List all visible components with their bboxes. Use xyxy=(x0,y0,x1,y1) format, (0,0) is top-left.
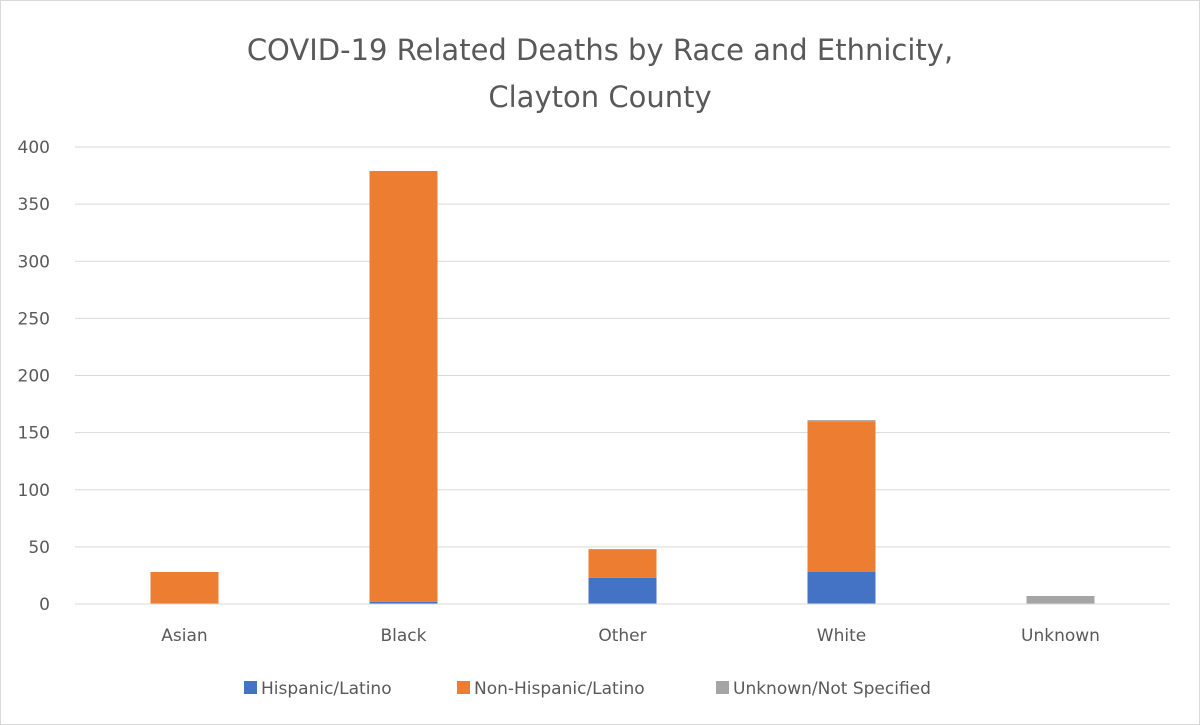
bars xyxy=(150,170,1095,604)
bar-unknown-unknown-not-specified xyxy=(1026,596,1095,604)
y-tick-label: 50 xyxy=(28,538,50,558)
x-category-label: Other xyxy=(598,626,646,646)
x-category-label: Unknown xyxy=(1021,626,1100,646)
bar-white-hispanic-latino xyxy=(807,572,876,604)
legend-swatch xyxy=(457,681,470,694)
legend-label: Non-Hispanic/Latino xyxy=(474,679,645,699)
legend-swatch xyxy=(244,681,257,694)
legend-label: Unknown/Not Specified xyxy=(733,679,931,699)
x-category-label: Asian xyxy=(161,626,207,646)
y-tick-label: 0 xyxy=(39,595,50,615)
gridlines xyxy=(75,146,1170,548)
y-tick-label: 400 xyxy=(18,138,50,158)
y-tick-label: 200 xyxy=(18,367,50,387)
bar-black-hispanic-latino xyxy=(369,601,438,604)
y-tick-label: 150 xyxy=(18,424,50,444)
bar-white-unknown-not-specified xyxy=(807,420,876,422)
x-axis-category-labels: Asian Black Other White Unknown xyxy=(161,626,1100,646)
chart-title-line-2: Clayton County xyxy=(488,80,711,114)
bar-black-non-hispanic-latino xyxy=(369,170,438,602)
y-tick-label: 100 xyxy=(18,481,50,501)
x-category-label: Black xyxy=(381,626,427,646)
y-tick-label: 350 xyxy=(18,195,50,215)
y-tick-label: 300 xyxy=(18,252,50,272)
bar-other-non-hispanic-latino xyxy=(588,549,657,578)
legend-label: Hispanic/Latino xyxy=(261,679,392,699)
x-category-label: White xyxy=(817,626,866,646)
legend: Hispanic/Latino Non-Hispanic/Latino Unknow… xyxy=(244,679,931,699)
y-tick-label: 250 xyxy=(18,309,50,329)
bar-white-non-hispanic-latino xyxy=(807,421,876,573)
chart-title-line-1: COVID-19 Related Deaths by Race and Ethn… xyxy=(247,33,953,67)
y-axis-tick-labels: 0 50 100 150 200 250 300 350 400 xyxy=(18,138,50,615)
bar-other-hispanic-latino xyxy=(588,577,657,604)
bar-asian-non-hispanic-latino xyxy=(150,572,219,604)
legend-swatch xyxy=(716,681,729,694)
